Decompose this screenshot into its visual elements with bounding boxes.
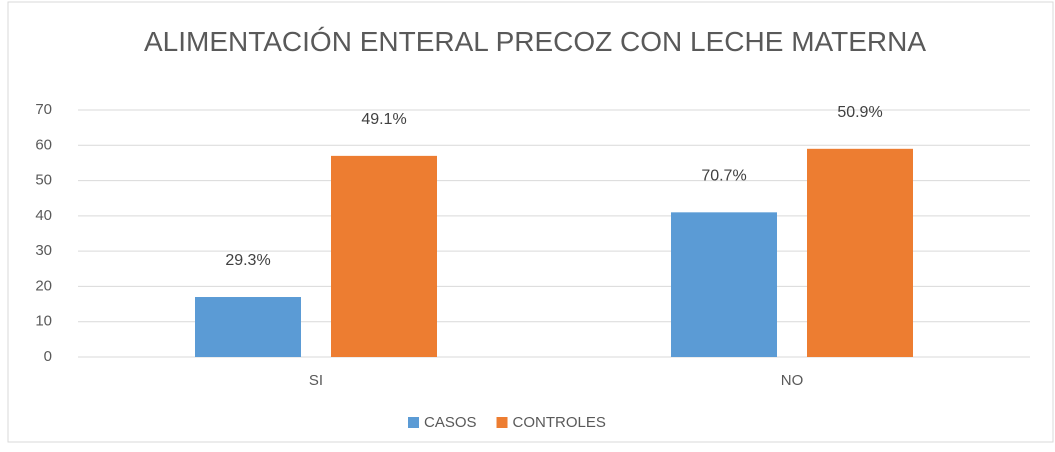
- y-tick-label: 10: [35, 313, 52, 330]
- legend-swatch: [496, 417, 508, 428]
- chart-title: ALIMENTACIÓN ENTERAL PRECOZ CON LECHE MA…: [143, 26, 927, 57]
- y-tick-label: 0: [44, 348, 52, 365]
- bar: [331, 155, 437, 357]
- bar: [195, 297, 301, 357]
- legend-label: CONTROLES: [513, 414, 606, 431]
- legend-swatch: [408, 417, 419, 428]
- x-tick-label: NO: [781, 372, 804, 389]
- y-tick-label: 60: [35, 136, 52, 153]
- y-tick-label: 50: [35, 172, 52, 189]
- data-label: 50.9%: [837, 104, 882, 121]
- y-tick-label: 40: [35, 207, 52, 224]
- x-tick-label: SI: [309, 372, 323, 389]
- y-tick-label: 20: [35, 277, 52, 294]
- data-label: 70.7%: [701, 168, 746, 185]
- bar: [671, 212, 777, 357]
- data-label: 49.1%: [361, 111, 406, 128]
- y-tick-label: 70: [35, 101, 52, 118]
- legend-label: CASOS: [424, 414, 477, 431]
- bar: [807, 148, 913, 357]
- y-tick-label: 30: [35, 242, 52, 259]
- data-label: 29.3%: [225, 252, 270, 269]
- chart-border: [7, 1, 1054, 443]
